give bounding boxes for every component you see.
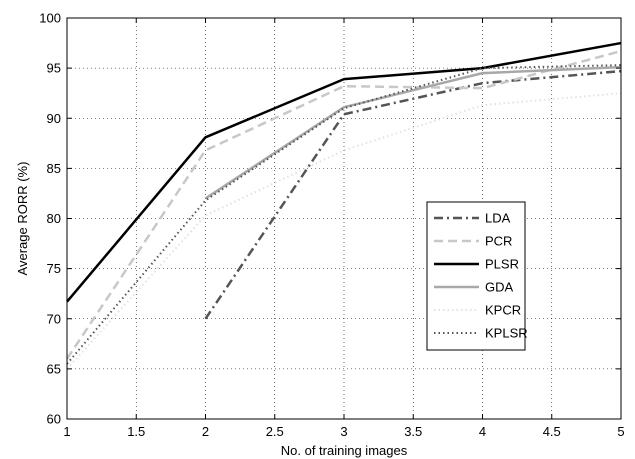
x-tick-label: 5 <box>617 424 624 439</box>
y-tick-label: 80 <box>47 211 61 226</box>
x-tick-label: 2 <box>202 424 209 439</box>
series-line-pcr <box>65 49 622 360</box>
y-tick-label: 65 <box>47 361 61 376</box>
y-tick-label: 85 <box>47 161 61 176</box>
legend-label-gda: GDA <box>485 280 514 295</box>
x-tick-label: 4.5 <box>543 424 561 439</box>
x-tick-label: 1.5 <box>127 424 145 439</box>
x-tick-label: 3 <box>340 424 347 439</box>
y-tick-labels: 60 65 70 75 80 85 90 95 100 <box>39 11 61 427</box>
series-lines <box>65 41 622 370</box>
series-line-plsr <box>66 41 622 303</box>
series-line-lda <box>204 69 622 320</box>
series-line-gda <box>204 65 622 200</box>
x-tick-label: 3.5 <box>404 424 422 439</box>
y-tick-label: 90 <box>47 111 61 126</box>
legend-label-pcr: PCR <box>485 234 512 249</box>
x-tick-label: 4 <box>479 424 486 439</box>
y-tick-label: 95 <box>47 61 61 76</box>
x-tick-label: 1 <box>63 424 70 439</box>
y-tick-label: 100 <box>39 11 61 26</box>
tick-marks <box>66 17 622 420</box>
x-axis-label: No. of training images <box>281 443 408 458</box>
y-tick-label: 60 <box>47 412 61 427</box>
y-tick-label: 75 <box>47 261 61 276</box>
legend-label-plsr: PLSR <box>485 257 519 272</box>
x-tick-labels: 1 1.5 2 2.5 3 3.5 4 4.5 5 <box>63 424 624 439</box>
legend: LDA PCR PLSR GDA KPCR KPLSR <box>426 201 528 351</box>
legend-label-kplsr: KPLSR <box>485 326 528 341</box>
legend-label-kpcr: KPCR <box>485 303 521 318</box>
legend-box <box>426 201 526 351</box>
y-axis-label: Average RORR (%) <box>15 162 30 276</box>
legend-label-lda: LDA <box>485 211 511 226</box>
y-tick-label: 70 <box>47 311 61 326</box>
x-tick-label: 2.5 <box>266 424 284 439</box>
